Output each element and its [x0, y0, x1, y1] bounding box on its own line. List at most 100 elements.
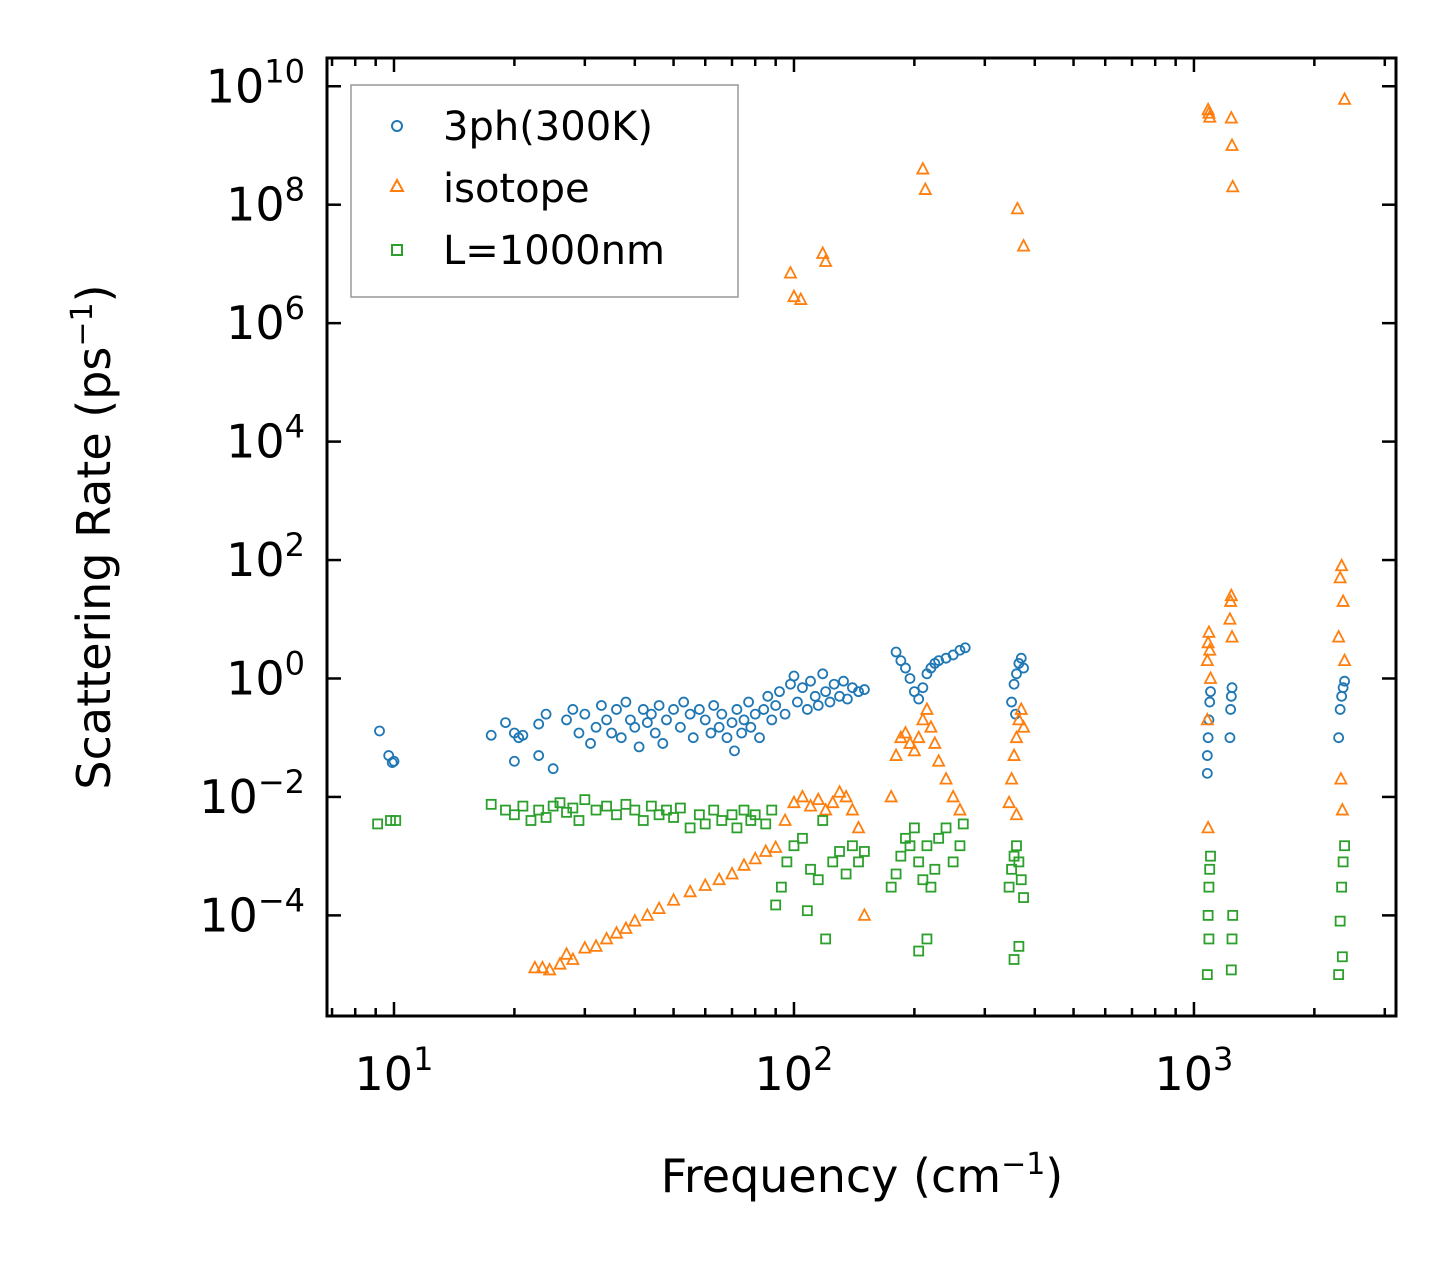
data-point: [801, 905, 813, 917]
data-point: [913, 693, 925, 705]
data-point: [832, 784, 847, 798]
data-point: [1202, 642, 1217, 656]
data-point: [923, 719, 938, 733]
data-point: [908, 822, 920, 834]
y-tick-label: 100: [226, 644, 305, 705]
data-point: [1224, 732, 1236, 744]
data-point: [372, 818, 384, 830]
data-point: [1201, 105, 1216, 119]
data-point: [1333, 771, 1348, 785]
data-point: [1008, 954, 1020, 965]
data-point: [1331, 629, 1346, 643]
data-point: [716, 815, 728, 826]
data-point: [533, 750, 545, 761]
data-point: [917, 682, 929, 694]
data-point: [954, 644, 966, 656]
data-point: [851, 819, 866, 834]
data-point: [1203, 670, 1218, 684]
data-point: [1006, 863, 1017, 875]
data-point: [731, 822, 743, 834]
data-point: [678, 696, 690, 708]
data-point: [1011, 668, 1022, 680]
data-point: [699, 818, 711, 830]
data-point: [1016, 238, 1031, 252]
data-point: [547, 763, 559, 775]
data-point: [781, 856, 793, 868]
data-point: [1200, 652, 1215, 667]
data-point: [1225, 964, 1237, 976]
data-point: [1006, 696, 1017, 708]
data-point: [1226, 933, 1238, 945]
series-2: [527, 91, 1352, 976]
y-axis-title: Scattering Rate (ps−1): [65, 284, 121, 789]
data-point: [1009, 806, 1024, 821]
data-point: [661, 804, 672, 816]
legend-marker-isotope: [389, 177, 405, 192]
data-point: [839, 788, 854, 803]
data-point: [712, 871, 727, 886]
data-point: [743, 696, 754, 708]
data-point: [1010, 200, 1025, 215]
data-point: [601, 714, 612, 726]
data-point: [1337, 652, 1352, 667]
data-point: [779, 708, 791, 720]
data-point: [1224, 587, 1239, 602]
y-tick-label: 102: [226, 526, 305, 587]
data-point: [889, 747, 904, 761]
x-axis-title: Frequency (cm−1): [661, 1147, 1064, 1203]
data-point: [954, 840, 966, 852]
data-point: [552, 956, 567, 970]
data-point: [818, 802, 833, 816]
data-point: [561, 714, 572, 726]
data-point: [827, 856, 839, 868]
data-point: [1225, 629, 1240, 643]
data-point: [699, 714, 711, 726]
data-point: [913, 945, 925, 957]
data-point: [1335, 802, 1350, 816]
data-point: [890, 868, 902, 880]
data-point: [731, 704, 743, 715]
data-point: [1011, 711, 1026, 726]
data-point: [637, 704, 649, 715]
data-point: [885, 881, 897, 893]
data-point: [573, 727, 585, 739]
data-point: [653, 700, 665, 711]
data-point: [567, 704, 579, 715]
data-point: [1334, 557, 1349, 572]
data-point: [1225, 178, 1240, 193]
data-point: [590, 721, 602, 733]
data-point: [629, 721, 641, 733]
data-point: [1015, 652, 1027, 664]
data-point: [577, 940, 592, 954]
data-point: [554, 797, 566, 809]
data-point: [729, 745, 740, 757]
data-point: [1002, 794, 1017, 809]
data-point: [907, 742, 922, 757]
data-point: [1013, 856, 1025, 868]
data-point: [640, 907, 655, 921]
data-point: [674, 721, 686, 733]
data-point: [788, 670, 800, 682]
data-point: [774, 686, 785, 698]
data-point: [859, 684, 870, 695]
data-point: [615, 732, 627, 744]
data-point: [857, 907, 872, 921]
data-point: [1018, 662, 1029, 674]
data-point: [1225, 704, 1237, 715]
data-point: [838, 675, 849, 687]
tick-labels: 101 102 103 10−4 10−2 100 102 104 106 108 1010: [199, 52, 1233, 1101]
data-point: [1337, 91, 1352, 105]
data-point: [559, 946, 574, 960]
data-point: [939, 771, 954, 785]
data-point: [390, 815, 402, 826]
data-point: [1336, 690, 1348, 702]
data-point: [795, 788, 810, 803]
data-point: [485, 729, 497, 741]
data-point: [684, 708, 696, 720]
data-point: [725, 866, 740, 880]
data-point: [573, 815, 585, 826]
data-point: [1011, 840, 1022, 852]
data-point: [508, 755, 520, 767]
data-point: [904, 673, 916, 684]
